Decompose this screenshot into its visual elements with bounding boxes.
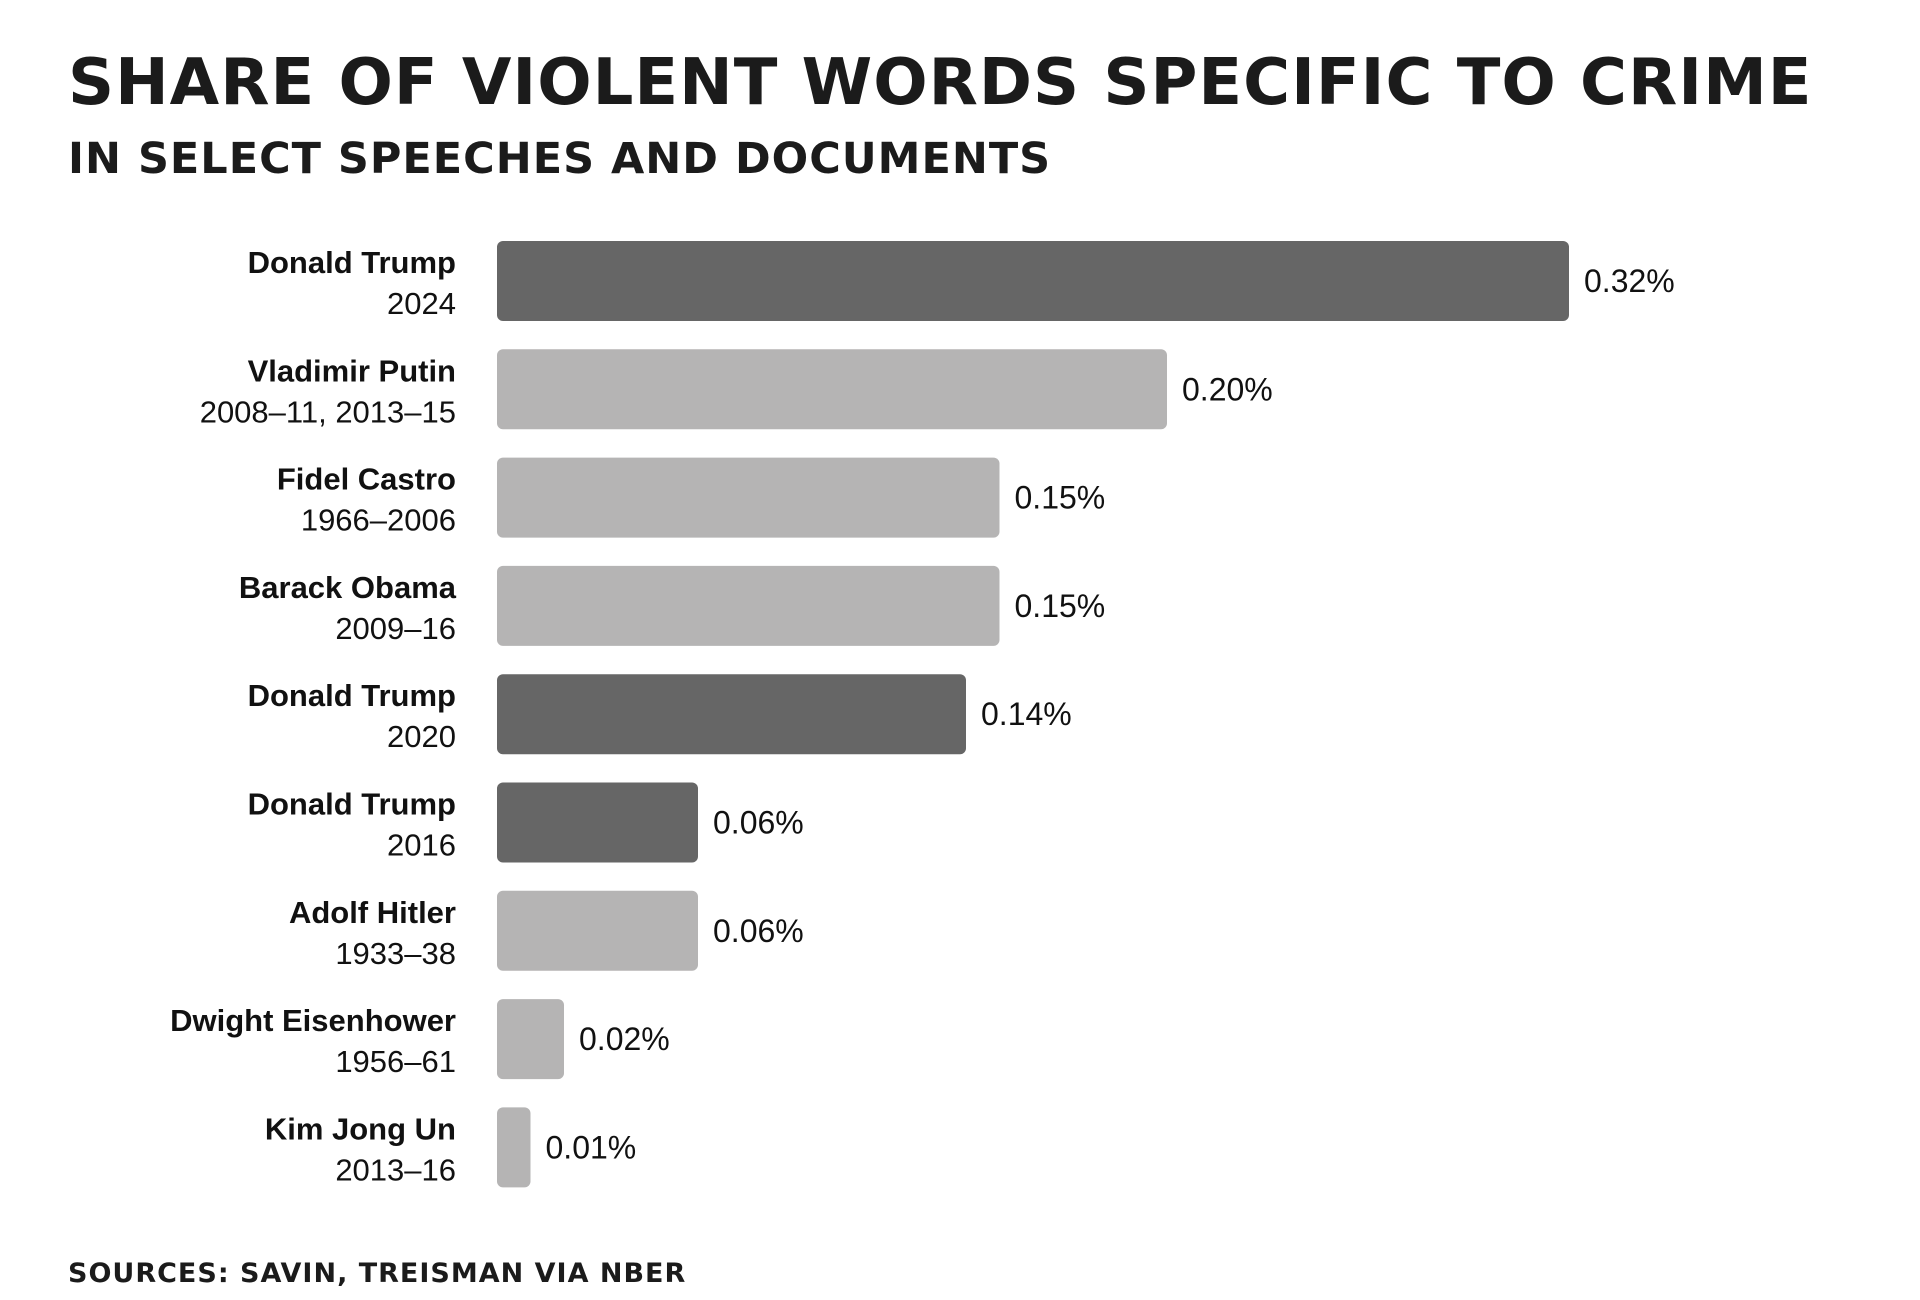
chart-title: SHARE OF VIOLENT WORDS SPECIFIC TO CRIME [68,46,1813,120]
bar [497,1107,531,1188]
bar-value-label: 0.20% [1182,371,1273,407]
bar-value-label: 0.01% [546,1129,637,1165]
bar-category-period: 2024 [387,286,456,321]
bar-chart: Donald Trump 2024 0.32% Vladimir Putin 2008–… [170,241,1675,1188]
bar [497,999,564,1080]
bar-category-period: 2008–11, 2013–15 [200,394,456,429]
bar-category-period: 2013–16 [335,1152,456,1187]
bar-category-name: Donald Trump [248,678,456,713]
bar [497,349,1167,430]
bar [497,241,1569,321]
bar-category-period: 2016 [387,828,456,863]
bar [497,674,966,755]
bar-category-name: Vladimir Putin [248,353,456,388]
bar-category-period: 2009–16 [335,611,456,646]
bar-value-label: 0.14% [981,696,1072,732]
bar-category-period: 1933–38 [335,936,456,971]
source-note: SOURCES: SAVIN, TREISMAN VIA NBER [68,1258,687,1289]
bar-category-name: Dwight Eisenhower [170,1003,456,1038]
bar-category-name: Donald Trump [248,245,456,280]
bar-category-name: Donald Trump [248,787,456,822]
bar-value-label: 0.02% [579,1021,670,1057]
bar-row: Kim Jong Un 2013–16 0.01% [265,1107,637,1188]
bar [497,890,698,971]
bar-value-label: 0.15% [1015,480,1106,516]
bar-category-period: 2020 [387,719,456,754]
bar-category-name: Adolf Hitler [289,895,456,930]
bar-category-period: 1966–2006 [301,503,456,538]
bar-row: Adolf Hitler 1933–38 0.06% [289,890,804,971]
bar-row: Donald Trump 2024 0.32% [248,241,1675,321]
bar-category-name: Fidel Castro [277,462,456,497]
bar-value-label: 0.06% [713,805,804,841]
bar [497,457,1000,538]
bar-value-label: 0.15% [1015,588,1106,624]
bar [497,782,698,863]
bar-category-period: 1956–61 [335,1044,456,1079]
bar-row: Fidel Castro 1966–2006 0.15% [277,457,1106,538]
bar-row: Donald Trump 2020 0.14% [248,674,1072,755]
chart-subtitle: IN SELECT SPEECHES AND DOCUMENTS [68,134,1052,184]
bar-category-name: Barack Obama [239,570,457,605]
bar [497,565,1000,646]
bar-row: Donald Trump 2016 0.06% [248,782,804,863]
bar-row: Barack Obama 2009–16 0.15% [239,565,1106,646]
bar-value-label: 0.32% [1584,263,1675,299]
bar-category-name: Kim Jong Un [265,1111,456,1146]
bar-value-label: 0.06% [713,913,804,949]
bar-row: Vladimir Putin 2008–11, 2013–15 0.20% [200,349,1273,430]
bar-row: Dwight Eisenhower 1956–61 0.02% [170,999,670,1080]
